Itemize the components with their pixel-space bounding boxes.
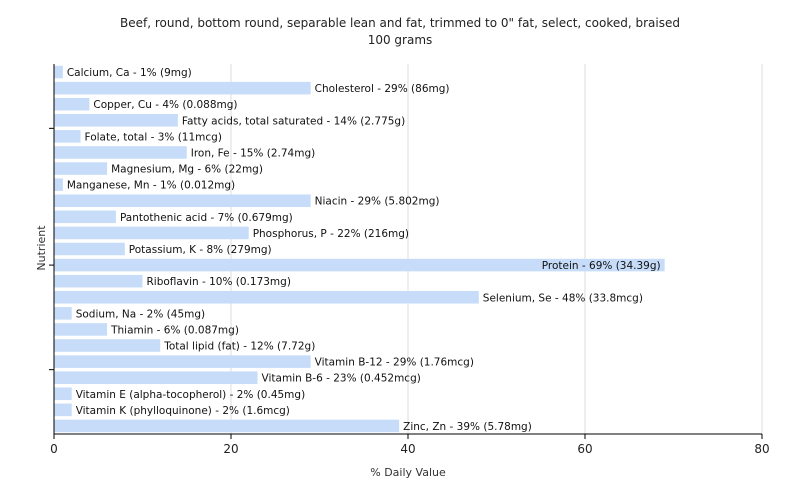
x-tick-label: 40: [400, 442, 415, 456]
bar-label: Protein - 69% (34.39g): [542, 260, 661, 272]
bar-total-lipid-fat-: [54, 339, 161, 352]
bar-riboflavin: [54, 274, 143, 288]
bar-sodium-na: [54, 307, 72, 320]
y-axis-label: Nutrient: [35, 225, 48, 271]
bar-copper-cu: [54, 97, 90, 111]
bar-cholesterol: [54, 81, 311, 95]
bar-fatty-acids-total-saturated: [54, 114, 178, 127]
chart-title: Beef, round, bottom round, separable lea…: [120, 16, 680, 30]
bar-vitamin-k-phylloquinone-: [54, 403, 72, 417]
bar-iron-fe: [54, 146, 187, 159]
bar-phosphorus-p: [54, 226, 249, 240]
bar-label: Phosphorus, P - 22% (216mg): [253, 228, 409, 240]
bar-label: Selenium, Se - 48% (33.8mcg): [483, 292, 643, 304]
x-axis-label: % Daily Value: [370, 466, 446, 479]
bar-vitamin-e-alpha-tocopherol-: [54, 387, 72, 401]
bar-label: Copper, Cu - 4% (0.088mg): [93, 99, 237, 111]
bar-pantothenic-acid: [54, 210, 116, 224]
bar-label: Fatty acids, total saturated - 14% (2.77…: [182, 115, 405, 127]
bar-label: Cholesterol - 29% (86mg): [315, 83, 450, 95]
bar-calcium-ca: [54, 65, 63, 79]
bar-zinc-zn: [54, 419, 400, 433]
bar-label: Vitamin B-12 - 29% (1.76mcg): [315, 357, 474, 369]
bar-label: Folate, total - 3% (11mcg): [85, 131, 222, 143]
bar-folate-total: [54, 130, 81, 143]
x-tick-label: 0: [50, 442, 58, 456]
x-tick-label: 60: [577, 442, 592, 456]
bar-label: Niacin - 29% (5.802mg): [315, 196, 440, 208]
chart-subtitle: 100 grams: [367, 33, 433, 47]
bar-label: Thiamin - 6% (0.087mg): [110, 324, 239, 336]
bar-label: Zinc, Zn - 39% (5.78mg): [403, 421, 532, 433]
bar-label: Calcium, Ca - 1% (9mg): [67, 67, 192, 79]
bars: Calcium, Ca - 1% (9mg) Cholesterol - 29% …: [54, 65, 665, 433]
x-tick-label: 80: [754, 442, 769, 456]
bar-potassium-k: [54, 242, 125, 256]
bar-label: Riboflavin - 10% (0.173mg): [147, 276, 291, 288]
bar-label: Vitamin E (alpha-tocopherol) - 2% (0.45m…: [76, 389, 306, 401]
bar-label: Total lipid (fat) - 12% (7.72g): [163, 341, 315, 353]
bar-label: Magnesium, Mg - 6% (22mg): [111, 164, 263, 176]
bar-selenium-se: [54, 290, 479, 304]
axes: 0 20 40 60 80: [49, 64, 770, 456]
bar-label: Iron, Fe - 15% (2.74mg): [191, 147, 315, 159]
bar-label: Vitamin K (phylloquinone) - 2% (1.6mcg): [76, 405, 290, 417]
bar-manganese-mn: [54, 178, 63, 191]
bar-label: Vitamin B-6 - 23% (0.452mcg): [262, 373, 421, 385]
bar-label: Manganese, Mn - 1% (0.012mg): [67, 180, 235, 192]
bar-niacin: [54, 194, 311, 208]
bar-label: Sodium, Na - 2% (45mg): [76, 308, 205, 320]
bar-label: Pantothenic acid - 7% (0.679mg): [120, 212, 293, 224]
bar-label: Potassium, K - 8% (279mg): [129, 244, 272, 256]
bar-magnesium-mg: [54, 162, 108, 175]
bar-vitamin-b-12: [54, 355, 311, 368]
x-tick-label: 20: [223, 442, 238, 456]
bar-thiamin: [54, 323, 108, 336]
bar-protein: [54, 258, 665, 272]
bar-vitamin-b-6: [54, 371, 258, 384]
